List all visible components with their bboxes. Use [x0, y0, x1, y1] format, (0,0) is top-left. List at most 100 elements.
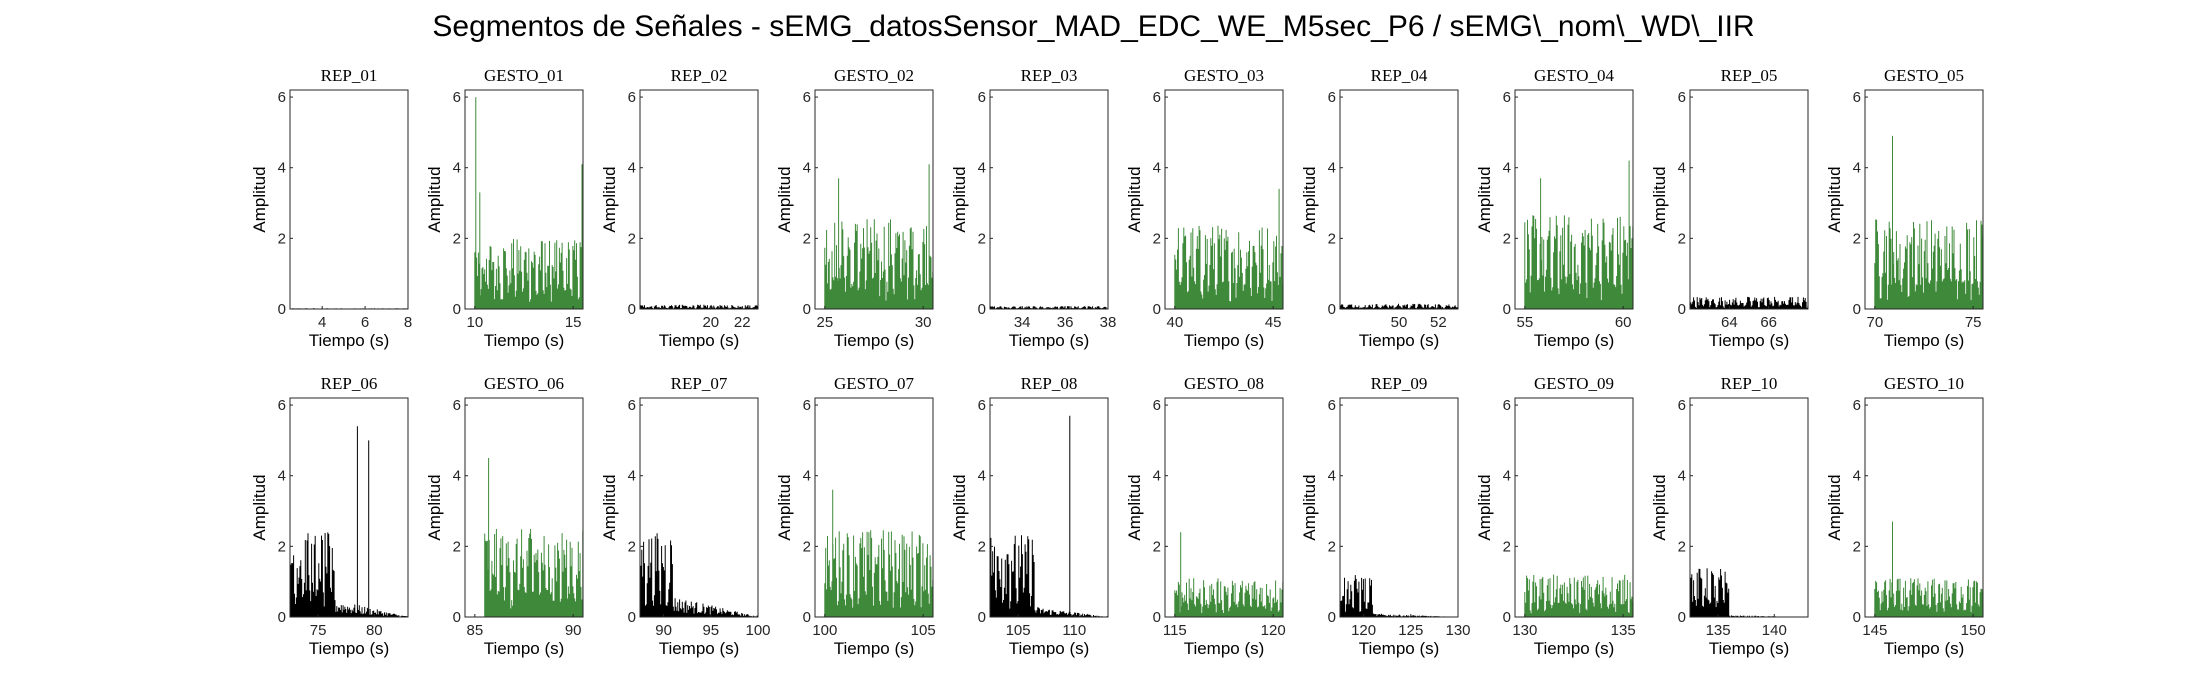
x-axis-label: Tiempo (s): [484, 331, 565, 350]
x-tick-label: 64: [1721, 314, 1738, 331]
subplot-title: REP_03: [1021, 66, 1078, 85]
y-tick-label: 2: [1853, 538, 1861, 555]
x-tick-label: 66: [1760, 314, 1777, 331]
y-tick-label: 6: [453, 397, 461, 414]
subplot-gesto-05: 024670 75GESTO_05Tiempo (s)Amplitud: [1825, 66, 1983, 350]
signal-trace: [1525, 161, 1633, 309]
x-tick-label: 15: [565, 314, 582, 331]
subplot-title: GESTO_06: [484, 374, 564, 393]
subplot-rep-03: 024634 36 38REP_03Tiempo (s)Amplitud: [950, 66, 1116, 350]
x-tick-label: 20: [702, 314, 719, 331]
y-tick-label: 2: [1328, 538, 1336, 555]
y-tick-label: 4: [1328, 160, 1336, 177]
signal-trace: [1175, 532, 1283, 617]
subplot-gesto-06: 024685 90GESTO_06Tiempo (s)Amplitud: [425, 374, 583, 658]
signal-trace: [1875, 522, 1983, 617]
signal-trace: [640, 533, 758, 617]
y-tick-label: 2: [453, 538, 461, 555]
x-tick-label: 75: [1965, 314, 1982, 331]
y-tick-label: 6: [628, 397, 636, 414]
x-axis-label: Tiempo (s): [1709, 639, 1790, 658]
x-tick-label: 105: [1006, 622, 1031, 639]
y-tick-label: 0: [803, 609, 811, 626]
y-axis-label: Amplitud: [775, 166, 794, 232]
y-tick-label: 0: [1678, 609, 1686, 626]
signal-trace: [1690, 568, 1808, 617]
y-tick-label: 0: [803, 301, 811, 318]
x-tick-label: 130: [1445, 622, 1470, 639]
y-tick-label: 4: [803, 468, 811, 485]
y-tick-label: 0: [1328, 301, 1336, 318]
y-tick-label: 6: [1678, 397, 1686, 414]
y-tick-label: 0: [978, 301, 986, 318]
y-tick-label: 0: [278, 301, 286, 318]
subplot-rep-07: 024690 95 100REP_07Tiempo (s)Amplitud: [600, 374, 771, 658]
axes-box: [990, 90, 1108, 309]
subplot-gesto-02: 0 2 4 6 25 30 GESTO_02 Tiempo (s) Amplitud: [775, 66, 933, 350]
y-tick-label: 2: [803, 230, 811, 247]
x-tick-label: 52: [1430, 314, 1447, 331]
subplot-rep-05: 024664 66REP_05Tiempo (s)Amplitud: [1650, 66, 1808, 350]
axes-box: [1690, 398, 1808, 617]
subplot-title: GESTO_08: [1184, 374, 1264, 393]
y-tick-label: 2: [453, 230, 461, 247]
y-tick-label: 2: [278, 230, 286, 247]
y-tick-label: 4: [1853, 160, 1861, 177]
axes-box: [1690, 90, 1808, 309]
y-tick-label: 0: [628, 301, 636, 318]
y-tick-label: 6: [278, 89, 286, 106]
y-tick-label: 6: [978, 397, 986, 414]
subplot-title: REP_09: [1371, 374, 1428, 393]
x-tick-label: 40: [1166, 314, 1183, 331]
y-axis-label: Amplitud: [600, 166, 619, 232]
x-tick-label: 150: [1961, 622, 1986, 639]
axes-box: [1340, 90, 1458, 309]
y-tick-label: 2: [1153, 538, 1161, 555]
subplot-title: REP_07: [671, 374, 728, 393]
y-tick-label: 4: [1503, 468, 1511, 485]
x-tick-label: 60: [1615, 314, 1632, 331]
y-axis-label: Amplitud: [1650, 166, 1669, 232]
y-tick-label: 2: [978, 230, 986, 247]
subplot-title: REP_10: [1721, 374, 1778, 393]
y-axis-label: Amplitud: [425, 474, 444, 540]
y-tick-label: 0: [628, 609, 636, 626]
subplot-rep-04: 0 2 4 6 50 52 REP_04 Tiempo (s) Amplitud: [1300, 66, 1458, 350]
y-tick-label: 4: [1503, 160, 1511, 177]
x-axis-label: Tiempo (s): [1884, 331, 1965, 350]
x-tick-label: 30: [915, 314, 932, 331]
y-tick-label: 4: [453, 468, 461, 485]
x-tick-label: 25: [816, 314, 833, 331]
x-tick-label: 8: [404, 314, 412, 331]
x-tick-label: 55: [1516, 314, 1533, 331]
signal-trace: [290, 426, 408, 617]
x-tick-label: 10: [466, 314, 483, 331]
x-tick-label: 105: [911, 622, 936, 639]
y-tick-label: 2: [1503, 230, 1511, 247]
y-tick-label: 2: [803, 538, 811, 555]
y-tick-label: 4: [978, 468, 986, 485]
x-tick-label: 130: [1512, 622, 1537, 639]
axes-box: [1340, 398, 1458, 617]
subplot-gesto-09: 0246130 135GESTO_09Tiempo (s)Amplitud: [1475, 374, 1636, 658]
y-tick-label: 4: [1853, 468, 1861, 485]
x-tick-label: 85: [466, 622, 483, 639]
x-axis-label: Tiempo (s): [1359, 331, 1440, 350]
y-tick-label: 6: [1328, 89, 1336, 106]
x-axis-label: Tiempo (s): [1009, 639, 1090, 658]
signal-trace: [1525, 575, 1633, 617]
x-tick-label: 34: [1014, 314, 1031, 331]
y-axis-label: Amplitud: [1300, 474, 1319, 540]
y-tick-label: 0: [453, 301, 461, 318]
y-tick-label: 6: [978, 89, 986, 106]
x-tick-label: 135: [1611, 622, 1636, 639]
x-tick-label: 100: [745, 622, 770, 639]
y-axis-label: Amplitud: [600, 474, 619, 540]
signal-trace: [485, 458, 583, 617]
y-tick-label: 6: [1153, 89, 1161, 106]
y-tick-label: 0: [278, 609, 286, 626]
y-tick-label: 6: [803, 397, 811, 414]
y-tick-label: 6: [1328, 397, 1336, 414]
axes-box: [1865, 398, 1983, 617]
subplot-title: GESTO_02: [834, 66, 914, 85]
